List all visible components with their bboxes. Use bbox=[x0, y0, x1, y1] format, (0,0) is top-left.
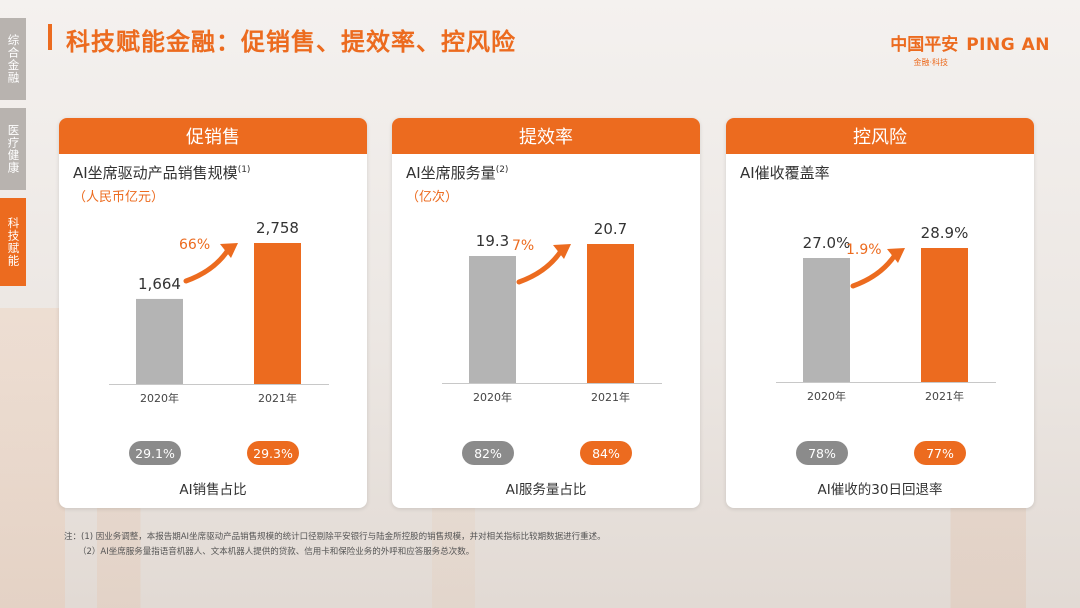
bar-chart: 1,664 2020年 2,758 2021年 66% bbox=[109, 219, 329, 405]
x-tick-label: 2020年 bbox=[807, 389, 846, 403]
page-title: 科技赋能金融：促销售、提效率、控风险 bbox=[66, 28, 516, 56]
bar-value-label: 28.9% bbox=[921, 224, 969, 242]
ratio-pill-2020: 82% bbox=[462, 441, 514, 465]
growth-label: 7% bbox=[512, 238, 534, 254]
x-tick-label: 2020年 bbox=[140, 391, 179, 405]
panel-efficiency: 提效率 AI坐席服务量(2) （亿次） 19.3 2020年 20.7 2021年 7%… bbox=[392, 118, 700, 508]
bar-chart: 27.0% 2020年 28.9% 2021年 1.9% bbox=[776, 224, 996, 403]
bar-2021年 bbox=[587, 244, 634, 383]
panel-header: 控风险 bbox=[726, 118, 1034, 154]
footnote-2: （2）AI坐席服务量指语音机器人、文本机器人提供的贷款、信用卡和保险业务的外呼和… bbox=[78, 547, 475, 557]
x-tick-label: 2021年 bbox=[591, 390, 630, 404]
ratio-pill-2020: 29.1% bbox=[129, 441, 181, 465]
bar-value-label: 1,664 bbox=[138, 275, 181, 293]
side-tab-technology[interactable]: 科技赋能 bbox=[0, 198, 26, 286]
subtitle-text: AI坐席驱动产品销售规模 bbox=[73, 164, 238, 182]
ratio-pill-2020: 78% bbox=[796, 441, 848, 465]
side-tab-finance[interactable]: 综合金融 bbox=[0, 18, 26, 100]
growth-label: 66% bbox=[179, 237, 210, 253]
bar-chart: 19.3 2020年 20.7 2021年 7% bbox=[442, 220, 662, 404]
ping-an-logo: 中国平安 PING AN 金融·科技 bbox=[890, 30, 1050, 68]
panel-footer-label: AI销售占比 bbox=[179, 482, 247, 498]
logo-chinese: 中国平安 bbox=[890, 35, 959, 55]
bar-value-label: 2,758 bbox=[256, 219, 299, 237]
panel-sales: 促销售 AI坐席驱动产品销售规模(1) （人民币亿元） 1,664 2020年 2,… bbox=[59, 118, 367, 508]
bar-2020年 bbox=[469, 256, 516, 383]
growth-label: 1.9% bbox=[846, 242, 882, 258]
panel-subtitle: AI催收覆盖率 bbox=[740, 162, 830, 183]
logo-tagline: 金融·科技 bbox=[913, 58, 948, 67]
ratio-pill-2021: 84% bbox=[580, 441, 632, 465]
growth-arrow bbox=[516, 244, 571, 285]
x-tick-label: 2021年 bbox=[258, 391, 297, 405]
bar-2020年 bbox=[803, 258, 850, 382]
bar-value-label: 19.3 bbox=[476, 232, 509, 250]
ratio-pill-2021: 29.3% bbox=[247, 441, 299, 465]
panel-footer-label: AI催收的30日回退率 bbox=[817, 482, 943, 498]
panel-footer-label: AI服务量占比 bbox=[505, 482, 587, 498]
footnote-marker: (1) bbox=[237, 165, 251, 175]
subtitle-text: AI催收覆盖率 bbox=[740, 164, 830, 182]
growth-arrow bbox=[183, 243, 238, 284]
panel-subtitle: AI坐席驱动产品销售规模(1) bbox=[73, 162, 250, 183]
logo-english: PING AN bbox=[966, 35, 1050, 55]
side-tab-healthcare[interactable]: 医疗健康 bbox=[0, 108, 26, 190]
bar-value-label: 20.7 bbox=[594, 220, 627, 238]
subtitle-text: AI坐席服务量 bbox=[406, 164, 496, 182]
logo-text: 中国平安 PING AN bbox=[890, 30, 1050, 55]
panel-unit: （人民币亿元） bbox=[73, 190, 165, 205]
growth-arrow bbox=[850, 248, 905, 289]
panel-header: 提效率 bbox=[392, 118, 700, 154]
x-tick-label: 2021年 bbox=[925, 389, 964, 403]
bar-2021年 bbox=[254, 243, 301, 384]
side-navigation: 综合金融 医疗健康 科技赋能 bbox=[0, 18, 26, 294]
footnote-marker: (2) bbox=[495, 165, 509, 175]
footnote-1: 注：(1) 因业务调整，本报告期AI坐席驱动产品销售规模的统计口径剔除平安银行与… bbox=[64, 532, 606, 542]
footnotes: 注：(1) 因业务调整，本报告期AI坐席驱动产品销售规模的统计口径剔除平安银行与… bbox=[64, 530, 606, 560]
x-tick-label: 2020年 bbox=[473, 390, 512, 404]
bar-2020年 bbox=[136, 298, 183, 384]
panel-subtitle: AI坐席服务量(2) bbox=[406, 162, 508, 183]
panel-risk-control: 控风险 AI催收覆盖率 27.0% 2020年 28.9% 2021年 1.9% 78%… bbox=[726, 118, 1034, 508]
bar-2021年 bbox=[921, 248, 968, 382]
ratio-pill-2021: 77% bbox=[914, 441, 966, 465]
panel-unit: （亿次） bbox=[406, 190, 459, 205]
title-accent-bar bbox=[48, 24, 52, 50]
bar-value-label: 27.0% bbox=[803, 234, 851, 252]
panel-header: 促销售 bbox=[59, 118, 367, 154]
